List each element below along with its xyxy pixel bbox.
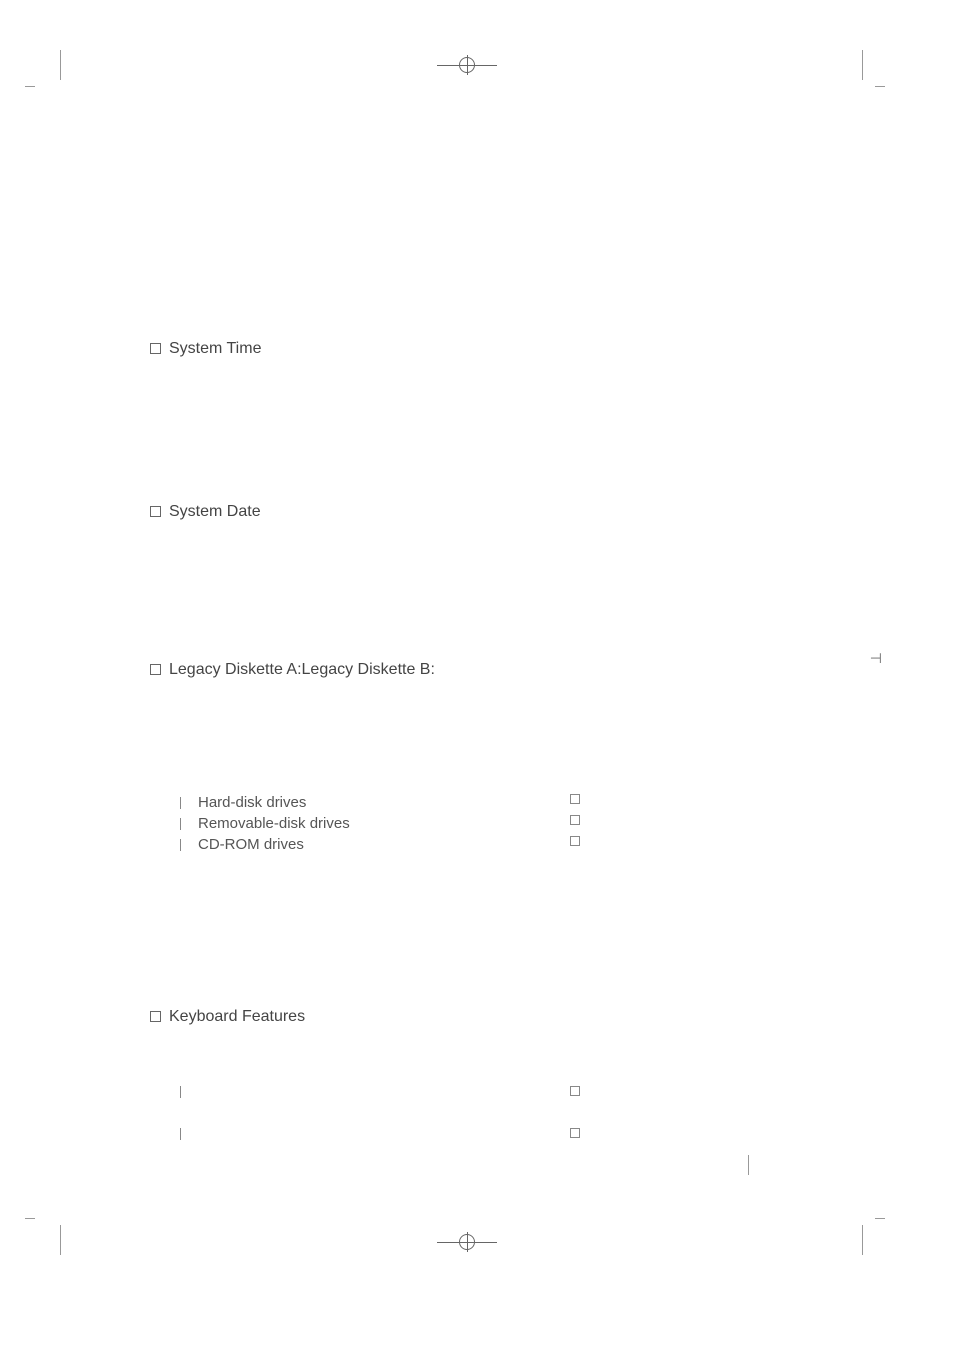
crop-mark-tl-v — [60, 50, 61, 80]
list-item-left: Hard-disk drives — [180, 794, 306, 811]
registration-mark-bottom — [432, 1232, 502, 1252]
section-label: Keyboard Features — [169, 1008, 305, 1025]
mark-br — [748, 1155, 749, 1175]
document-content: System Time System Date Legacy Diskette … — [150, 340, 800, 1144]
list-item-left: Removable-disk drives — [180, 815, 350, 832]
section-system-date: System Date — [150, 503, 800, 521]
list-item: Hard-disk drives — [180, 794, 580, 811]
crop-mark-tr-h — [875, 86, 885, 87]
list-item: Removable-disk drives — [180, 815, 580, 832]
section-label: System Time — [169, 340, 261, 357]
checkbox-icon — [150, 506, 161, 517]
crop-mark-bl-h — [25, 1218, 35, 1219]
bullet-icon — [180, 1128, 186, 1140]
checkbox-icon — [150, 664, 161, 675]
checkbox-icon — [150, 343, 161, 354]
registration-mark-top — [432, 55, 502, 75]
drive-label: Hard-disk drives — [198, 794, 306, 811]
section-system-time: System Time — [150, 340, 800, 358]
drive-label: Removable-disk drives — [198, 815, 350, 832]
bullet-icon — [180, 818, 186, 830]
checkbox-icon — [570, 1128, 580, 1138]
crop-mark-tr-v — [862, 50, 863, 80]
crop-mark-tl-h — [25, 86, 35, 87]
checkbox-icon — [570, 836, 580, 846]
list-item-left: CD-ROM drives — [180, 836, 304, 853]
drive-items-list: Hard-disk drives Removable-disk drives C… — [150, 794, 800, 853]
section-legacy-diskette: Legacy Diskette A:Legacy Diskette B: — [150, 661, 800, 679]
crop-mark-br-v — [862, 1225, 863, 1255]
list-item-left — [180, 1086, 198, 1098]
crop-mark-br-h — [875, 1218, 885, 1219]
list-item — [180, 1086, 580, 1098]
drive-label: CD-ROM drives — [198, 836, 304, 853]
section-keyboard-features: Keyboard Features — [150, 1008, 800, 1026]
checkbox-icon — [570, 794, 580, 804]
fold-mark-right: ⊣ — [870, 650, 882, 667]
keyboard-sub-list — [150, 1086, 800, 1140]
checkbox-icon — [150, 1011, 161, 1022]
list-item: CD-ROM drives — [180, 836, 580, 853]
checkbox-icon — [570, 1086, 580, 1096]
bullet-icon — [180, 839, 186, 851]
checkbox-icon — [570, 815, 580, 825]
bullet-icon — [180, 1086, 186, 1098]
list-item-left — [180, 1128, 198, 1140]
list-item — [180, 1128, 580, 1140]
section-label: Legacy Diskette A:Legacy Diskette B: — [169, 661, 435, 678]
section-label: System Date — [169, 503, 261, 520]
crop-mark-bl-v — [60, 1225, 61, 1255]
bullet-icon — [180, 797, 186, 809]
